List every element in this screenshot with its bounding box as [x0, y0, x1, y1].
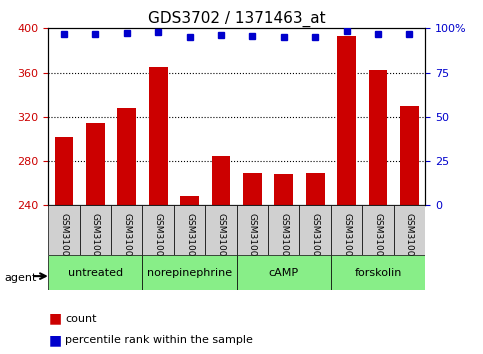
Bar — [400, 106, 419, 205]
FancyBboxPatch shape — [394, 205, 425, 255]
FancyBboxPatch shape — [299, 205, 331, 255]
Text: GSM310058: GSM310058 — [154, 213, 163, 268]
Text: norepinephrine: norepinephrine — [147, 268, 232, 278]
FancyBboxPatch shape — [362, 205, 394, 255]
Text: percentile rank within the sample: percentile rank within the sample — [65, 335, 253, 345]
FancyBboxPatch shape — [80, 205, 111, 255]
Bar — [212, 155, 230, 205]
Text: GSM310063: GSM310063 — [311, 213, 320, 268]
FancyBboxPatch shape — [331, 255, 425, 290]
Text: cAMP: cAMP — [269, 268, 299, 278]
FancyBboxPatch shape — [268, 205, 299, 255]
Text: GSM310059: GSM310059 — [185, 213, 194, 268]
Text: forskolin: forskolin — [354, 268, 402, 278]
Text: agent: agent — [5, 273, 37, 283]
Text: GSM310061: GSM310061 — [248, 213, 257, 268]
Text: ■: ■ — [48, 312, 61, 326]
FancyBboxPatch shape — [237, 255, 331, 290]
FancyBboxPatch shape — [48, 205, 80, 255]
Text: GSM310060: GSM310060 — [216, 213, 226, 268]
Bar — [117, 108, 136, 205]
Text: GSM310055: GSM310055 — [59, 213, 69, 268]
Text: GSM310064: GSM310064 — [342, 213, 351, 268]
Text: GSM310057: GSM310057 — [122, 213, 131, 268]
FancyBboxPatch shape — [142, 255, 237, 290]
Bar — [274, 174, 293, 205]
Text: GSM310062: GSM310062 — [279, 213, 288, 268]
FancyBboxPatch shape — [174, 205, 205, 255]
Bar — [55, 137, 73, 205]
Bar — [86, 124, 105, 205]
Bar — [337, 36, 356, 205]
Bar — [180, 196, 199, 205]
Text: GSM310066: GSM310066 — [405, 213, 414, 268]
FancyBboxPatch shape — [48, 255, 142, 290]
FancyBboxPatch shape — [331, 205, 362, 255]
Text: GSM310056: GSM310056 — [91, 213, 100, 268]
Bar — [306, 173, 325, 205]
Title: GDS3702 / 1371463_at: GDS3702 / 1371463_at — [148, 11, 326, 27]
Text: GSM310065: GSM310065 — [373, 213, 383, 268]
Bar — [149, 67, 168, 205]
Text: untreated: untreated — [68, 268, 123, 278]
FancyBboxPatch shape — [205, 205, 237, 255]
FancyBboxPatch shape — [142, 205, 174, 255]
Text: ■: ■ — [48, 333, 61, 347]
FancyBboxPatch shape — [111, 205, 142, 255]
Bar — [243, 173, 262, 205]
FancyBboxPatch shape — [237, 205, 268, 255]
Text: count: count — [65, 314, 97, 324]
Bar — [369, 70, 387, 205]
